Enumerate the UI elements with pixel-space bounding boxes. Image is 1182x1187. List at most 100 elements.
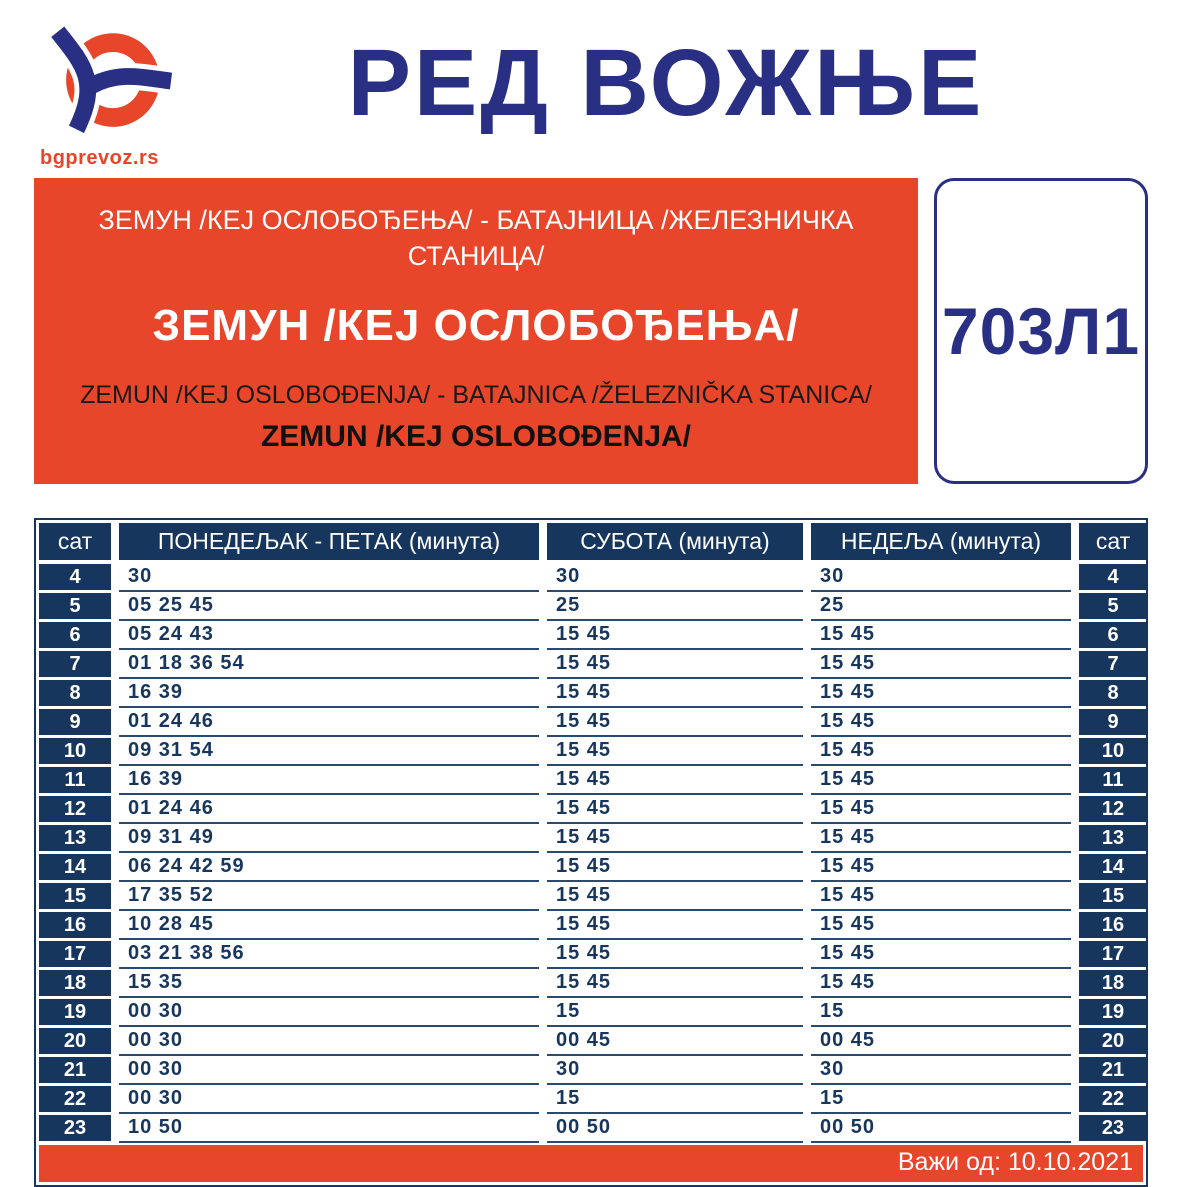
timetable-row: 9 01 24 46 15 45 15 45 9 bbox=[39, 708, 1147, 737]
hour-cell-left: 10 bbox=[39, 738, 111, 765]
hour-cell-right: 23 bbox=[1079, 1115, 1147, 1142]
hour-cell-left: 6 bbox=[39, 622, 111, 649]
hour-cell-left: 17 bbox=[39, 941, 111, 968]
hour-cell-right: 9 bbox=[1079, 709, 1147, 736]
weekday-minutes-cell: 00 30 bbox=[119, 998, 539, 1027]
sunday-minutes-cell: 15 45 bbox=[811, 708, 1071, 737]
weekday-minutes-cell: 30 bbox=[119, 563, 539, 592]
hour-cell-left: 22 bbox=[39, 1086, 111, 1113]
weekday-minutes-cell: 09 31 54 bbox=[119, 737, 539, 766]
route-relation-latin: ZEMUN /KEJ OSLOBOĐENJA/ - BATAJNICA /ŽEL… bbox=[80, 380, 872, 409]
timetable-row: 7 01 18 36 54 15 45 15 45 7 bbox=[39, 650, 1147, 679]
timetable-row: 17 03 21 38 56 15 45 15 45 17 bbox=[39, 940, 1147, 969]
hour-cell-left: 9 bbox=[39, 709, 111, 736]
weekday-minutes-cell: 16 39 bbox=[119, 679, 539, 708]
hour-cell-right: 11 bbox=[1079, 767, 1147, 794]
saturday-minutes-cell: 15 45 bbox=[547, 737, 803, 766]
weekday-minutes-cell: 15 35 bbox=[119, 969, 539, 998]
hour-cell-right: 10 bbox=[1079, 738, 1147, 765]
saturday-minutes-cell: 30 bbox=[547, 563, 803, 592]
sunday-minutes-cell: 15 bbox=[811, 998, 1071, 1027]
weekday-minutes-cell: 05 25 45 bbox=[119, 592, 539, 621]
weekday-minutes-cell: 00 30 bbox=[119, 1056, 539, 1085]
valid-from-bar: Важи од: 10.10.2021 bbox=[39, 1144, 1143, 1182]
sunday-minutes-cell: 15 45 bbox=[811, 679, 1071, 708]
hour-cell-right: 7 bbox=[1079, 651, 1147, 678]
hour-cell-right: 18 bbox=[1079, 970, 1147, 997]
header-saturday: СУБОТА (минута) bbox=[547, 522, 803, 560]
timetable-row: 12 01 24 46 15 45 15 45 12 bbox=[39, 795, 1147, 824]
sunday-minutes-cell: 15 45 bbox=[811, 911, 1071, 940]
sunday-minutes-cell: 15 45 bbox=[811, 853, 1071, 882]
saturday-minutes-cell: 15 45 bbox=[547, 882, 803, 911]
weekday-minutes-cell: 03 21 38 56 bbox=[119, 940, 539, 969]
hour-cell-right: 22 bbox=[1079, 1086, 1147, 1113]
saturday-minutes-cell: 00 50 bbox=[547, 1114, 803, 1143]
header: bgprevoz.rs РЕД ВОЖЊЕ bbox=[34, 23, 1148, 170]
route-number-box: 703Л1 bbox=[934, 178, 1148, 484]
saturday-minutes-cell: 00 45 bbox=[547, 1027, 803, 1056]
bgprevoz-logo-icon bbox=[47, 23, 173, 136]
timetable-row: 23 10 50 00 50 00 50 23 bbox=[39, 1114, 1147, 1143]
timetable-row: 21 00 30 30 30 21 bbox=[39, 1056, 1147, 1085]
page-title: РЕД ВОЖЊЕ bbox=[347, 30, 985, 136]
hour-cell-left: 13 bbox=[39, 825, 111, 852]
sunday-minutes-cell: 25 bbox=[811, 592, 1071, 621]
hour-cell-right: 19 bbox=[1079, 999, 1147, 1026]
weekday-minutes-cell: 10 50 bbox=[119, 1114, 539, 1143]
timetable-row: 10 09 31 54 15 45 15 45 10 bbox=[39, 737, 1147, 766]
weekday-minutes-cell: 00 30 bbox=[119, 1085, 539, 1114]
route-number: 703Л1 bbox=[941, 293, 1141, 368]
saturday-minutes-cell: 15 45 bbox=[547, 795, 803, 824]
sunday-minutes-cell: 15 45 bbox=[811, 940, 1071, 969]
hour-cell-left: 19 bbox=[39, 999, 111, 1026]
timetable-row: 20 00 30 00 45 00 45 20 bbox=[39, 1027, 1147, 1056]
timetable-row: 18 15 35 15 45 15 45 18 bbox=[39, 969, 1147, 998]
timetable-row: 14 06 24 42 59 15 45 15 45 14 bbox=[39, 853, 1147, 882]
header-hour-right: сат bbox=[1079, 522, 1147, 560]
weekday-minutes-cell: 05 24 43 bbox=[119, 621, 539, 650]
timetable-row: 15 17 35 52 15 45 15 45 15 bbox=[39, 882, 1147, 911]
hour-cell-right: 16 bbox=[1079, 912, 1147, 939]
hour-cell-left: 20 bbox=[39, 1028, 111, 1055]
timetable-row: 8 16 39 15 45 15 45 8 bbox=[39, 679, 1147, 708]
weekday-minutes-cell: 00 30 bbox=[119, 1027, 539, 1056]
header-hour-left: сат bbox=[39, 522, 111, 560]
route-info-box: ЗЕМУН /КЕЈ ОСЛОБОЂЕЊА/ - БАТАЈНИЦА /ЖЕЛЕ… bbox=[34, 178, 918, 484]
header-sunday: НЕДЕЉА (минута) bbox=[811, 522, 1071, 560]
weekday-minutes-cell: 10 28 45 bbox=[119, 911, 539, 940]
saturday-minutes-cell: 25 bbox=[547, 592, 803, 621]
hour-cell-right: 6 bbox=[1079, 622, 1147, 649]
sunday-minutes-cell: 15 45 bbox=[811, 969, 1071, 998]
hour-cell-left: 18 bbox=[39, 970, 111, 997]
saturday-minutes-cell: 15 45 bbox=[547, 766, 803, 795]
timetable-row: 19 00 30 15 15 19 bbox=[39, 998, 1147, 1027]
route-direction-latin: ZEMUN /KEJ OSLOBOĐENJA/ bbox=[260, 419, 692, 453]
hour-cell-left: 14 bbox=[39, 854, 111, 881]
timetable-row: 16 10 28 45 15 45 15 45 16 bbox=[39, 911, 1147, 940]
saturday-minutes-cell: 15 bbox=[547, 998, 803, 1027]
hour-cell-right: 4 bbox=[1079, 564, 1147, 591]
logo-site-label: bgprevoz.rs bbox=[40, 147, 159, 169]
sunday-minutes-cell: 15 45 bbox=[811, 737, 1071, 766]
timetable-row: 13 09 31 49 15 45 15 45 13 bbox=[39, 824, 1147, 853]
timetable-row: 5 05 25 45 25 25 5 bbox=[39, 592, 1147, 621]
hour-cell-right: 20 bbox=[1079, 1028, 1147, 1055]
weekday-minutes-cell: 06 24 42 59 bbox=[119, 853, 539, 882]
timetable-header-row: сат ПОНЕДЕЉАК - ПЕТАК (минута) СУБОТА (м… bbox=[39, 522, 1147, 560]
saturday-minutes-cell: 15 45 bbox=[547, 650, 803, 679]
route-relation-cyrillic: ЗЕМУН /КЕЈ ОСЛОБОЂЕЊА/ - БАТАЈНИЦА /ЖЕЛЕ… bbox=[98, 205, 854, 272]
timetable-row: 11 16 39 15 45 15 45 11 bbox=[39, 766, 1147, 795]
header-weekday: ПОНЕДЕЉАК - ПЕТАК (минута) bbox=[119, 522, 539, 560]
saturday-minutes-cell: 15 bbox=[547, 1085, 803, 1114]
sunday-minutes-cell: 15 45 bbox=[811, 882, 1071, 911]
saturday-minutes-cell: 15 45 bbox=[547, 708, 803, 737]
hour-cell-left: 4 bbox=[39, 564, 111, 591]
hour-cell-right: 17 bbox=[1079, 941, 1147, 968]
hour-cell-right: 15 bbox=[1079, 883, 1147, 910]
route-banner: ЗЕМУН /КЕЈ ОСЛОБОЂЕЊА/ - БАТАЈНИЦА /ЖЕЛЕ… bbox=[34, 178, 1148, 484]
hour-cell-left: 7 bbox=[39, 651, 111, 678]
hour-cell-left: 15 bbox=[39, 883, 111, 910]
sunday-minutes-cell: 15 45 bbox=[811, 824, 1071, 853]
